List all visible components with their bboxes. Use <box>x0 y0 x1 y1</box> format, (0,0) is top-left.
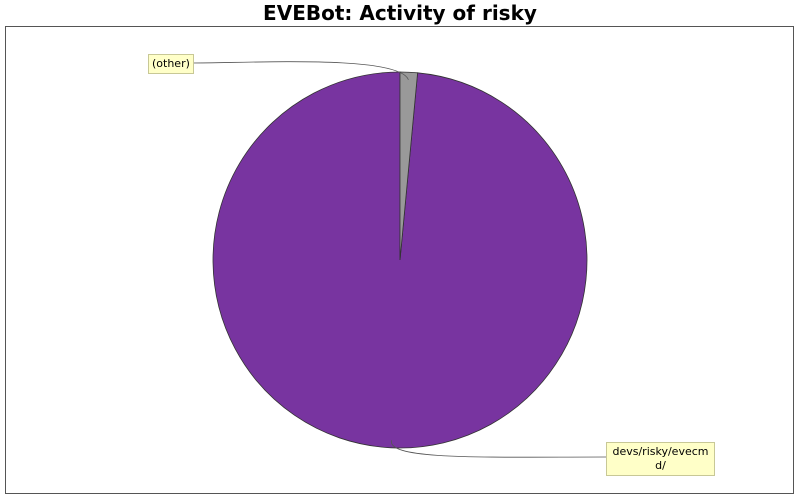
slice-label-devs-risky-evecmd: devs/risky/evecmd/ <box>606 442 715 476</box>
pie-slices <box>212 71 588 449</box>
slice-label-other: (other) <box>148 54 194 74</box>
pie-slice-1 <box>399 71 419 261</box>
chart-title: EVEBot: Activity of risky <box>263 1 537 25</box>
leader-line-1 <box>391 440 607 458</box>
leader-lines <box>191 61 607 458</box>
leader-line-0 <box>191 61 409 80</box>
